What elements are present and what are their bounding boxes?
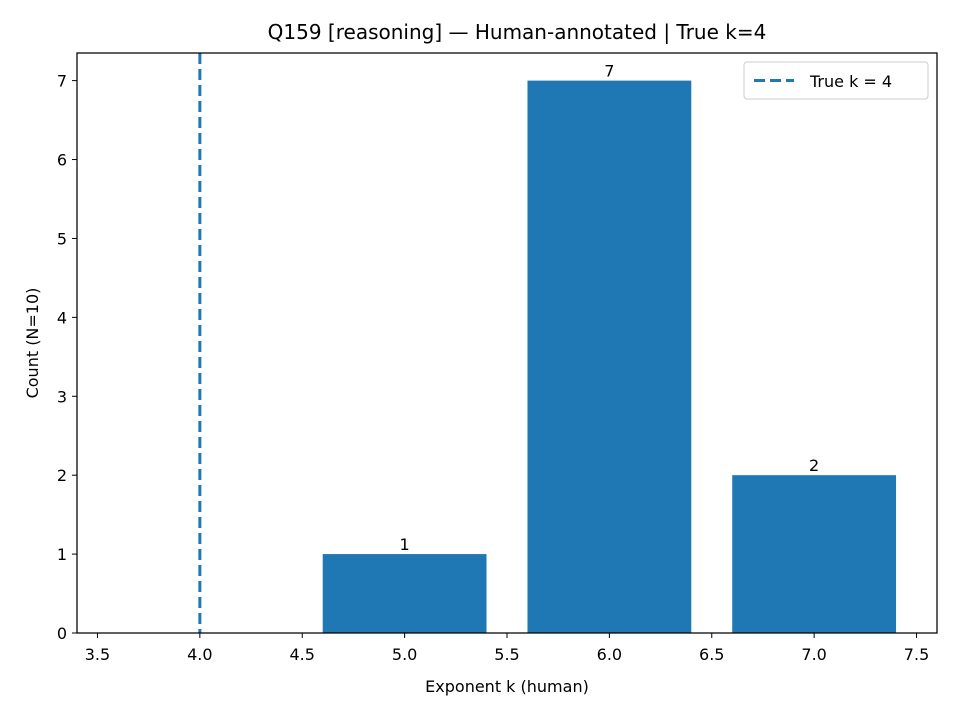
x-axis-ticks: 3.5 4.0 4.5 5.0 5.5 6.0 6.5 7.0 7.5 — [85, 633, 929, 664]
x-tick-label: 7.0 — [801, 645, 826, 664]
bar — [322, 554, 487, 633]
legend: True k = 4 — [743, 61, 929, 100]
bar-value-label: 1 — [400, 535, 410, 554]
bar-value-label: 7 — [604, 62, 614, 81]
y-tick-label: 0 — [57, 624, 67, 643]
y-tick-label: 4 — [57, 308, 67, 327]
x-tick-label: 3.5 — [85, 645, 110, 664]
legend-label: True k = 4 — [809, 72, 892, 91]
y-tick-label: 2 — [57, 466, 67, 485]
x-tick-label: 5.5 — [494, 645, 519, 664]
x-tick-label: 4.5 — [290, 645, 315, 664]
y-tick-label: 1 — [57, 545, 67, 564]
x-axis-label: Exponent k (human) — [425, 677, 589, 696]
y-tick-label: 5 — [57, 229, 67, 248]
y-axis-label: Count (N=10) — [23, 288, 42, 399]
x-tick-label: 5.0 — [392, 645, 417, 664]
y-tick-label: 3 — [57, 387, 67, 406]
bars — [322, 80, 897, 634]
legend-box — [743, 61, 929, 100]
bar-value-label: 2 — [809, 456, 819, 475]
bar — [527, 80, 692, 634]
bar-value-labels: 1 7 2 — [400, 62, 820, 554]
x-tick-label: 4.0 — [187, 645, 212, 664]
y-axis-ticks: 0 1 2 3 4 5 6 7 — [57, 72, 77, 643]
y-tick-label: 6 — [57, 151, 67, 170]
bar — [732, 475, 897, 633]
x-tick-label: 6.0 — [597, 645, 622, 664]
x-tick-label: 7.5 — [904, 645, 929, 664]
chart-title: Q159 [reasoning] — Human-annotated | Tru… — [268, 20, 767, 44]
x-tick-label: 6.5 — [699, 645, 724, 664]
y-tick-label: 7 — [57, 72, 67, 91]
